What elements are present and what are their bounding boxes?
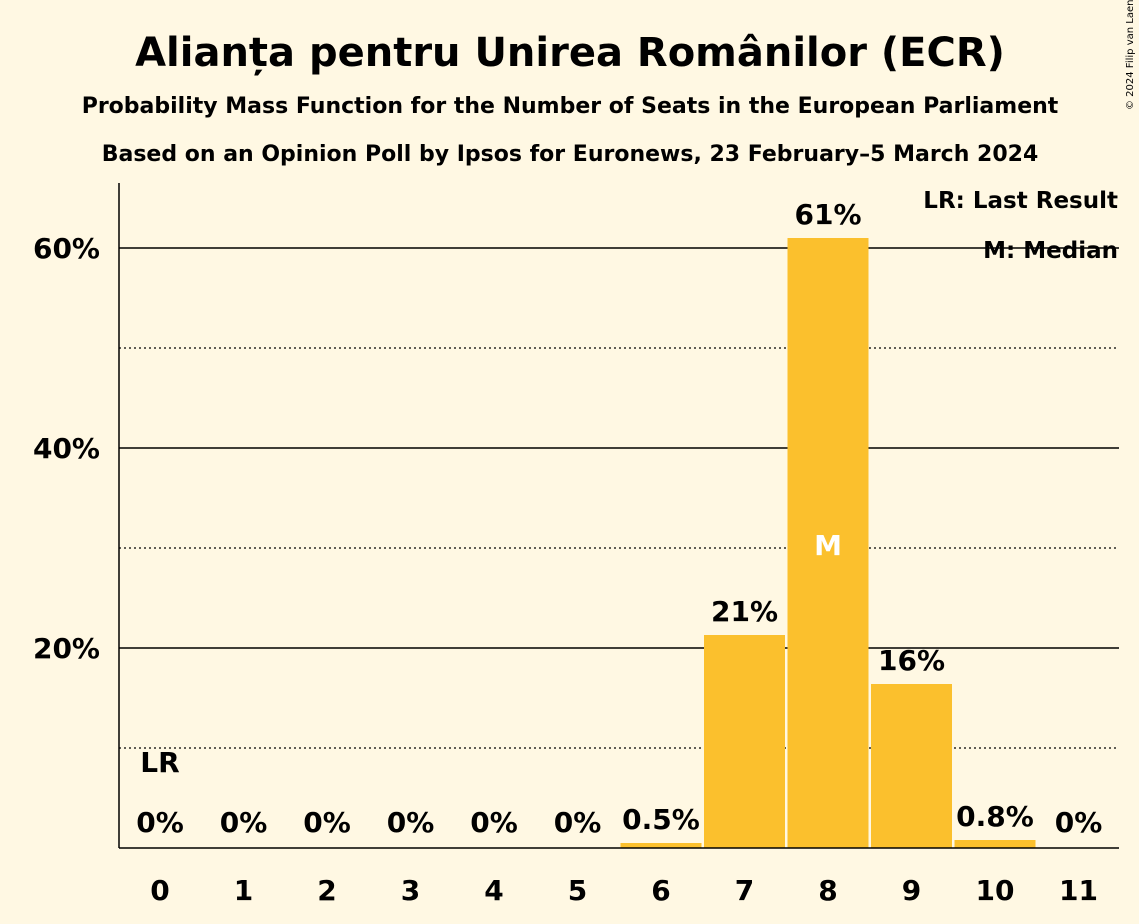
legend-entry-median: M: Median	[983, 238, 1118, 264]
bar-6	[620, 843, 702, 848]
legend-entry-last-result: LR: Last Result	[923, 188, 1118, 214]
median-marker: M	[814, 529, 842, 562]
data-label-0: 0%	[136, 806, 184, 839]
bars	[620, 238, 1036, 848]
x-tick-label: 0	[150, 874, 169, 907]
data-label-3: 0%	[387, 806, 435, 839]
bar-7	[704, 635, 785, 848]
markers: M LR	[140, 529, 842, 779]
y-tick-label: 20%	[33, 632, 100, 665]
data-label-2: 0%	[303, 806, 351, 839]
data-label-8: 61%	[794, 198, 861, 231]
gridlines	[119, 247, 1119, 749]
chart-subtitle-2: Based on an Opinion Poll by Ipsos for Eu…	[102, 142, 1039, 167]
last-result-marker: LR	[140, 746, 179, 779]
data-label-11: 0%	[1055, 806, 1103, 839]
data-label-9: 16%	[878, 644, 945, 677]
data-label-10: 0.8%	[956, 800, 1034, 833]
copyright-notice: © 2024 Filip van Laenen	[1125, 0, 1136, 110]
x-tick-labels: 0 1 2 3 4 5 6 7 8 9 10 11	[150, 874, 1098, 907]
data-label-6: 0.5%	[622, 803, 700, 836]
x-tick-label: 9	[902, 874, 921, 907]
chart-title: Alianța pentru Unirea Românilor (ECR)	[135, 30, 1005, 76]
data-label-7: 21%	[711, 595, 778, 628]
legend: LR: Last Result M: Median	[923, 188, 1118, 264]
bar-8	[787, 238, 869, 848]
bar-10	[954, 840, 1036, 848]
x-tick-label: 2	[317, 874, 336, 907]
x-tick-label: 7	[735, 874, 754, 907]
data-labels: 0% 0% 0% 0% 0% 0% 0.5% 21% 61% 16% 0.8% 0%	[136, 198, 1102, 839]
y-tick-labels: 20% 40% 60%	[33, 232, 100, 665]
x-tick-label: 8	[818, 874, 837, 907]
chart-subtitle-1: Probability Mass Function for the Number…	[82, 94, 1059, 119]
y-tick-label: 60%	[33, 232, 100, 265]
x-tick-label: 6	[651, 874, 670, 907]
x-tick-label: 11	[1059, 874, 1098, 907]
x-tick-label: 10	[976, 874, 1015, 907]
x-tick-label: 5	[568, 874, 587, 907]
x-tick-label: 4	[484, 874, 503, 907]
bar-9	[871, 684, 952, 848]
y-tick-label: 40%	[33, 432, 100, 465]
x-tick-label: 3	[401, 874, 420, 907]
data-label-4: 0%	[470, 806, 518, 839]
data-label-1: 0%	[220, 806, 268, 839]
x-tick-label: 1	[234, 874, 253, 907]
data-label-5: 0%	[554, 806, 602, 839]
